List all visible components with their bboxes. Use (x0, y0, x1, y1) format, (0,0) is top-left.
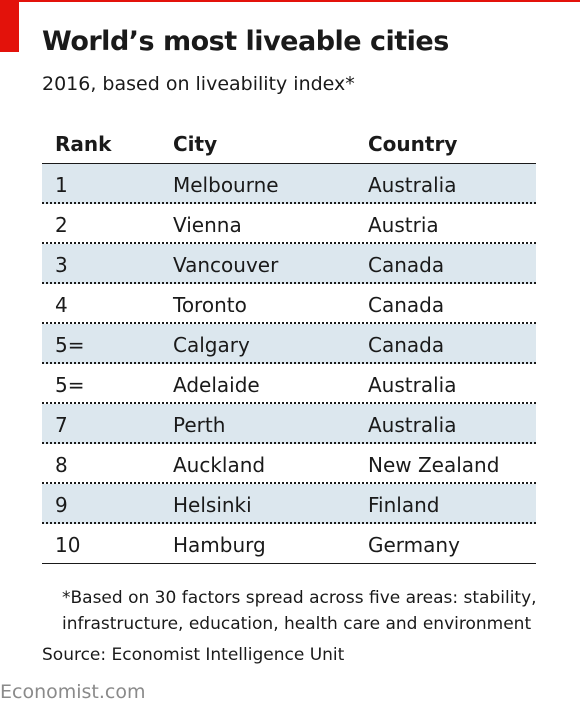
city-cell: Adelaide (173, 373, 260, 397)
footnote: *Based on 30 factors spread across five … (62, 585, 537, 637)
city-cell: Calgary (173, 333, 250, 357)
rank-cell: 5= (55, 333, 85, 357)
table-row: 9 Helsinki Finland (42, 484, 536, 524)
country-cell: Canada (368, 293, 445, 317)
column-header-city: City (173, 132, 218, 156)
footnote-line-2: infrastructure, education, health care a… (62, 614, 532, 634)
country-cell: New Zealand (368, 453, 500, 477)
country-cell: Canada (368, 253, 445, 277)
table-row: 4 Toronto Canada (42, 284, 536, 324)
country-cell: Canada (368, 333, 445, 357)
table-row: 2 Vienna Austria (42, 204, 536, 244)
country-cell: Germany (368, 533, 460, 557)
city-cell: Toronto (173, 293, 247, 317)
rank-cell: 2 (55, 213, 68, 237)
city-cell: Melbourne (173, 173, 279, 197)
rank-cell: 7 (55, 413, 68, 437)
table-row: 5= Calgary Canada (42, 324, 536, 364)
country-cell: Australia (368, 173, 457, 197)
rank-cell: 4 (55, 293, 68, 317)
city-cell: Auckland (173, 453, 266, 477)
rank-cell: 8 (55, 453, 68, 477)
country-cell: Australia (368, 413, 457, 437)
column-header-rank: Rank (55, 132, 112, 156)
table-row: 1 Melbourne Australia (42, 164, 536, 204)
city-cell: Perth (173, 413, 226, 437)
ranking-table: Rank City Country 1 Melbourne Australia 2 Vi… (42, 124, 536, 564)
table-row: 10 Hamburg Germany (42, 524, 536, 564)
brand-watermark: Economist.com (0, 681, 146, 703)
city-cell: Helsinki (173, 493, 252, 517)
brand-red-tab (0, 0, 19, 52)
table-row: 8 Auckland New Zealand (42, 444, 536, 484)
column-header-country: Country (368, 132, 458, 156)
table-row: 3 Vancouver Canada (42, 244, 536, 284)
country-cell: Austria (368, 213, 439, 237)
top-accent-rule (0, 0, 580, 2)
rank-cell: 9 (55, 493, 68, 517)
chart-title: World’s most liveable cities (42, 26, 449, 57)
country-cell: Australia (368, 373, 457, 397)
table-row: 5= Adelaide Australia (42, 364, 536, 404)
city-cell: Hamburg (173, 533, 266, 557)
rank-cell: 1 (55, 173, 68, 197)
chart-subtitle: 2016, based on liveability index* (42, 73, 355, 95)
footnote-line-1: *Based on 30 factors spread across five … (62, 588, 537, 608)
country-cell: Finland (368, 493, 440, 517)
source-note: Source: Economist Intelligence Unit (42, 645, 345, 665)
rank-cell: 3 (55, 253, 68, 277)
city-cell: Vancouver (173, 253, 279, 277)
city-cell: Vienna (173, 213, 242, 237)
rank-cell: 10 (55, 533, 81, 557)
table-header-row: Rank City Country (42, 124, 536, 164)
table-row: 7 Perth Australia (42, 404, 536, 444)
table-body: 1 Melbourne Australia 2 Vienna Austria 3 Vancou… (42, 164, 536, 564)
rank-cell: 5= (55, 373, 85, 397)
